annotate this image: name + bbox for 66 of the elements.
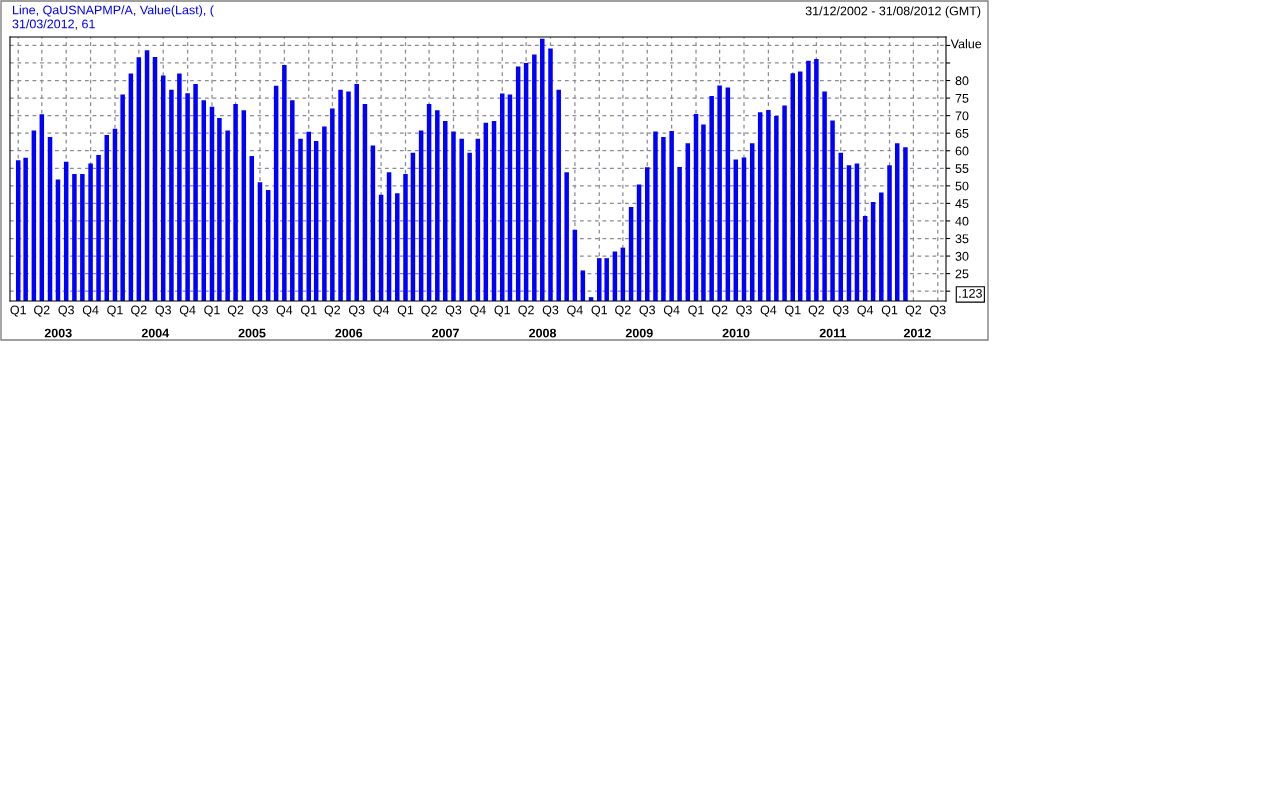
- x-tick-label: Q3: [930, 305, 946, 317]
- x-tick-label: Q4: [760, 305, 777, 317]
- x-tick-label: Q2: [131, 305, 147, 317]
- text: .123: [959, 288, 982, 298]
- x-tick-label: Q2: [518, 305, 534, 317]
- y-tick-label: 70: [955, 111, 969, 121]
- y-tick-label: 40: [955, 216, 969, 226]
- x-tick-label: Q1: [688, 305, 704, 317]
- text: Line, QaUSNAPMP/A, Value(Last), (: [13, 5, 214, 17]
- x-tick-label: Q1: [785, 305, 801, 317]
- x-tick-label: Q2: [615, 305, 631, 317]
- y-tick-label: 30: [955, 251, 969, 261]
- text: 31/03/2012, 61: [12, 19, 95, 30]
- x2-tick-label: 2011: [819, 328, 847, 338]
- y-tick-label: 55: [955, 164, 969, 173]
- x2-tick-label: 2004: [141, 328, 170, 338]
- x-tick-label: Q3: [348, 305, 365, 317]
- y-tick-label: 65: [955, 128, 969, 138]
- x-tick-label: Q2: [905, 305, 922, 317]
- y-tick-label: 75: [955, 94, 969, 103]
- x-tick-label: Q3: [58, 305, 74, 317]
- x2-tick-label: 2012: [903, 328, 931, 338]
- x-tick-label: Q3: [833, 305, 849, 317]
- x-tick-label: Q1: [107, 305, 123, 317]
- x-tick-label: Q2: [34, 305, 50, 317]
- x2-tick-label: 2005: [238, 328, 266, 338]
- y-tick-label: 25: [955, 269, 969, 279]
- x2-tick-label: 2008: [529, 328, 557, 338]
- x-tick-label: Q1: [494, 305, 510, 317]
- y-tick-label: 60: [955, 146, 969, 156]
- x-tick-label: Q1: [301, 305, 317, 317]
- x-tick-label: Q2: [227, 305, 244, 317]
- x-tick-label: Q3: [639, 305, 656, 317]
- x-tick-label: Q2: [808, 305, 825, 317]
- x-tick-label: Q1: [881, 305, 898, 317]
- x-tick-label: Q1: [10, 305, 26, 317]
- x2-tick-label: 2003: [44, 328, 72, 338]
- x-tick-label: Q3: [542, 305, 559, 317]
- x-tick-label: Q3: [155, 305, 171, 317]
- x2-tick-label: 2006: [335, 328, 363, 338]
- x-tick-label: Q1: [204, 305, 220, 317]
- x-tick-label: Q1: [591, 305, 607, 317]
- y-tick-label: 45: [955, 199, 969, 209]
- y-tick-label: 35: [955, 234, 969, 244]
- x-tick-label: Q4: [857, 305, 874, 317]
- x-tick-label: Q3: [736, 305, 752, 317]
- x-tick-label: Q3: [252, 305, 268, 317]
- x-tick-label: Q1: [397, 305, 414, 317]
- x-tick-label: Q3: [445, 305, 462, 317]
- x2-tick-label: 2009: [625, 328, 653, 338]
- y-axis-title: Value: [950, 39, 982, 49]
- x-tick-label: Q4: [82, 305, 99, 317]
- x-tick-label: Q4: [179, 305, 196, 317]
- x2-tick-label: 2010: [722, 328, 750, 338]
- x-tick-label: Q2: [711, 305, 728, 317]
- x-tick-label: Q4: [663, 305, 680, 317]
- x-tick-label: Q4: [567, 305, 583, 317]
- x-tick-label: Q4: [276, 305, 293, 317]
- x-tick-label: Q4: [470, 305, 486, 317]
- chart-subtitle: 31/12/2002 - 31/08/2012 (GMT): [805, 6, 981, 18]
- x2-tick-label: 2007: [432, 328, 459, 338]
- x-tick-label: Q2: [324, 305, 341, 317]
- y-tick-label: 80: [955, 76, 969, 86]
- x-tick-label: Q4: [373, 305, 390, 317]
- x-tick-label: Q2: [421, 305, 437, 317]
- y-tick-label: 50: [955, 181, 969, 191]
